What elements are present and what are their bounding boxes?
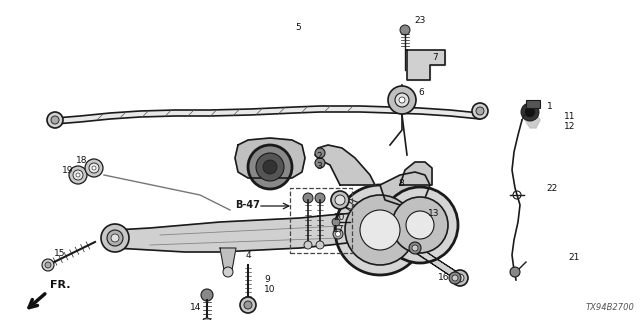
Circle shape [248,145,292,189]
Circle shape [202,318,212,320]
Text: 22: 22 [546,183,557,193]
Circle shape [223,267,233,277]
Circle shape [525,107,535,117]
Polygon shape [235,138,305,178]
Circle shape [388,86,416,114]
Circle shape [360,210,400,250]
Circle shape [331,191,349,209]
Circle shape [101,224,129,252]
Circle shape [395,93,409,107]
Text: TX94B2700: TX94B2700 [586,303,635,312]
Circle shape [47,112,63,128]
Circle shape [472,103,488,119]
Circle shape [201,289,213,301]
Circle shape [256,153,284,181]
Circle shape [406,211,434,239]
Text: 23: 23 [414,15,426,25]
Text: 12: 12 [564,122,575,131]
Circle shape [240,297,256,313]
Text: 10: 10 [264,285,275,294]
Text: 18: 18 [76,156,88,164]
Circle shape [392,197,448,253]
Circle shape [89,163,99,173]
Text: 16: 16 [438,274,449,283]
Text: 4: 4 [246,252,252,260]
Circle shape [409,242,421,254]
Circle shape [335,185,425,275]
Circle shape [400,25,410,35]
Polygon shape [337,194,463,284]
Circle shape [73,170,83,180]
Circle shape [92,166,96,170]
Circle shape [303,193,313,203]
Circle shape [45,262,51,268]
Circle shape [510,267,520,277]
Circle shape [315,193,325,203]
Circle shape [345,195,415,265]
Circle shape [304,241,312,249]
Text: 20: 20 [333,213,344,222]
Circle shape [315,158,325,168]
Circle shape [111,234,119,242]
Circle shape [316,241,324,249]
Polygon shape [55,106,480,124]
Circle shape [382,187,458,263]
Text: 2: 2 [316,151,322,161]
Circle shape [521,103,539,121]
Polygon shape [315,145,375,185]
Text: 21: 21 [568,253,579,262]
Text: 9: 9 [264,276,269,284]
Text: 7: 7 [432,52,438,61]
Text: B-47: B-47 [235,200,260,210]
Circle shape [399,97,405,103]
Polygon shape [400,162,432,185]
Circle shape [452,275,458,281]
Circle shape [244,301,252,309]
Circle shape [456,274,464,282]
Circle shape [335,231,340,236]
Bar [526,100,540,108]
Polygon shape [380,172,430,205]
Circle shape [76,173,80,177]
Circle shape [42,259,54,271]
Text: 13: 13 [428,209,440,218]
Polygon shape [407,50,445,80]
Polygon shape [220,248,236,270]
Polygon shape [525,112,540,128]
Text: 11: 11 [564,111,575,121]
Text: 15: 15 [54,249,65,258]
Circle shape [333,229,343,239]
Text: 8: 8 [398,179,404,188]
Polygon shape [115,213,375,252]
Text: 19: 19 [62,165,74,174]
Text: 14: 14 [190,303,202,313]
Text: FR.: FR. [50,280,70,290]
Text: 3: 3 [316,162,322,171]
Circle shape [452,270,468,286]
Circle shape [85,159,103,177]
Circle shape [332,218,340,226]
Circle shape [51,116,59,124]
Circle shape [335,195,345,205]
Circle shape [263,160,277,174]
Circle shape [476,107,484,115]
Text: 5: 5 [295,22,301,31]
Circle shape [107,230,123,246]
Circle shape [315,148,325,158]
Text: 17: 17 [333,226,344,235]
Text: 6: 6 [418,87,424,97]
Text: 1: 1 [547,101,553,110]
Circle shape [69,166,87,184]
Circle shape [412,245,418,251]
Circle shape [449,272,461,284]
